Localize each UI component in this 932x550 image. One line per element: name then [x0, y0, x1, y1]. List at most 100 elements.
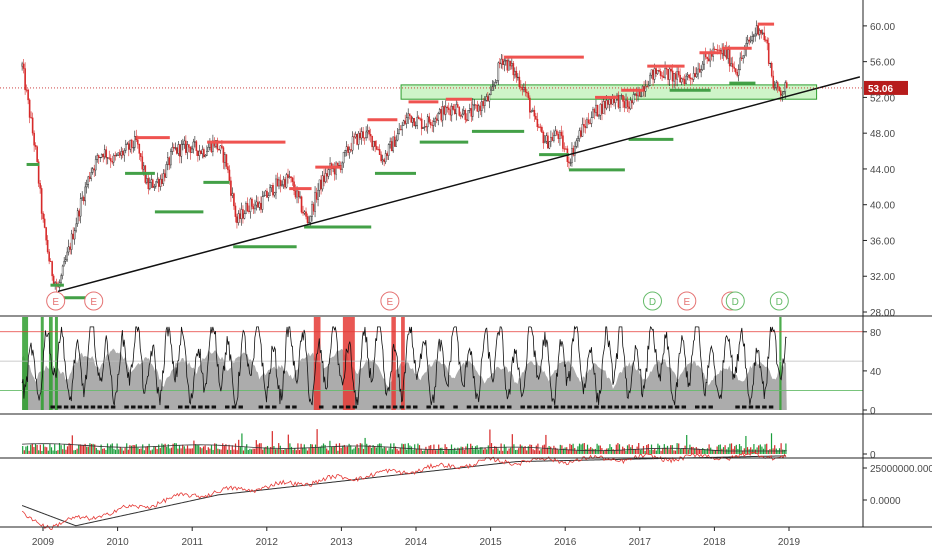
- candle-body: [389, 141, 391, 145]
- volume-bar: [498, 450, 501, 454]
- candle-body: [736, 72, 738, 76]
- candle-body: [512, 63, 515, 76]
- volume-bar: [582, 443, 584, 454]
- candle-body: [511, 63, 513, 67]
- volume-bar: [41, 450, 43, 454]
- volume-bar: [175, 443, 177, 454]
- x-tick-label: 2009: [32, 537, 55, 548]
- earnings-event-marker[interactable]: [84, 291, 104, 311]
- volume-bar: [591, 448, 593, 454]
- candle-body: [294, 190, 297, 198]
- candle-body: [85, 184, 88, 188]
- volume-bar: [682, 448, 685, 454]
- volume-bar: [399, 447, 401, 454]
- candle-body: [174, 147, 177, 149]
- volume-bar: [46, 447, 48, 454]
- volume-bar: [73, 450, 75, 454]
- volume-bar: [607, 448, 609, 454]
- x-tick-label: 2013: [330, 537, 353, 548]
- earnings-event-marker[interactable]: [46, 291, 66, 311]
- volume-bar: [639, 449, 641, 454]
- candle-body: [161, 178, 163, 184]
- volume-bar: [742, 450, 744, 454]
- earnings-event-marker[interactable]: [380, 291, 400, 311]
- earnings-event-marker[interactable]: [677, 291, 697, 311]
- candle-body: [377, 149, 379, 151]
- candle-body: [269, 187, 271, 196]
- candle-body: [490, 89, 492, 95]
- candle-body: [664, 68, 666, 78]
- volume-bar: [460, 446, 462, 454]
- candle-body: [781, 93, 784, 96]
- candle-body: [401, 125, 403, 131]
- cumulative-panel[interactable]: [21, 451, 787, 530]
- candle-body: [383, 159, 385, 163]
- dividend-event-marker[interactable]: [642, 291, 662, 311]
- volume-bar: [396, 449, 398, 454]
- candle-body: [264, 190, 267, 196]
- volume-bar: [260, 443, 262, 454]
- volume-bar: [138, 448, 141, 454]
- volume-bar: [148, 443, 150, 454]
- candle-body: [183, 140, 186, 145]
- volume-bar: [777, 450, 779, 454]
- volume-bar: [751, 449, 753, 454]
- candle-body: [484, 100, 486, 106]
- oscillator-panel[interactable]: [0, 317, 863, 410]
- volume-bar: [780, 443, 782, 454]
- volume-bar: [614, 450, 616, 454]
- volume-bar: [486, 449, 488, 454]
- candle-body: [189, 147, 192, 153]
- volume-bar: [546, 447, 549, 454]
- oscillator-line: [21, 325, 787, 406]
- candle-body: [248, 210, 250, 212]
- dividend-event-marker[interactable]: [725, 291, 745, 311]
- volume-bar: [420, 448, 422, 454]
- candle-body: [668, 68, 671, 80]
- volume-bar: [151, 449, 153, 454]
- price-panel[interactable]: 53.06EEEDEEDD: [0, 20, 908, 311]
- volume-bar: [66, 446, 69, 454]
- candle-body: [446, 106, 449, 109]
- trendline[interactable]: [57, 76, 861, 293]
- volume-bar: [55, 450, 57, 454]
- price-y-tick-label: 60.00: [870, 22, 895, 33]
- x-tick-label: 2019: [778, 537, 801, 548]
- candle-body: [713, 48, 716, 50]
- candle-body: [500, 58, 503, 65]
- volume-bar: [530, 444, 533, 454]
- volume-bar: [468, 449, 470, 454]
- candle-body: [94, 159, 97, 171]
- volume-bar: [719, 444, 721, 454]
- candle-body: [608, 99, 611, 105]
- dividend-event-marker[interactable]: [769, 291, 789, 311]
- volume-bar: [262, 449, 264, 454]
- volume-bar: [474, 446, 477, 454]
- volume-bar: [415, 449, 417, 454]
- volume-bar: [426, 449, 429, 454]
- candle-body: [674, 73, 677, 80]
- candle-body: [730, 63, 732, 67]
- volume-bar: [217, 448, 219, 454]
- volume-bar: [406, 449, 408, 454]
- volume-bar: [238, 439, 240, 454]
- volume-bar: [634, 449, 637, 454]
- price-y-tick-label: 28.00: [870, 308, 895, 319]
- candle-body: [317, 189, 319, 200]
- volume-bar: [769, 449, 771, 454]
- candle-body: [109, 158, 112, 162]
- candle-body: [754, 33, 757, 37]
- volume-bar: [630, 447, 632, 454]
- volume-bar: [588, 448, 590, 454]
- candle-body: [120, 151, 123, 156]
- volume-panel[interactable]: [22, 429, 787, 454]
- volume-bar: [98, 450, 101, 454]
- candle-body: [649, 74, 651, 86]
- candle-body: [366, 130, 369, 133]
- candle-body: [628, 106, 630, 109]
- oversold-band: [40, 317, 44, 410]
- volume-bar: [770, 433, 773, 454]
- volume-bar: [508, 448, 510, 454]
- candle-body: [465, 119, 468, 121]
